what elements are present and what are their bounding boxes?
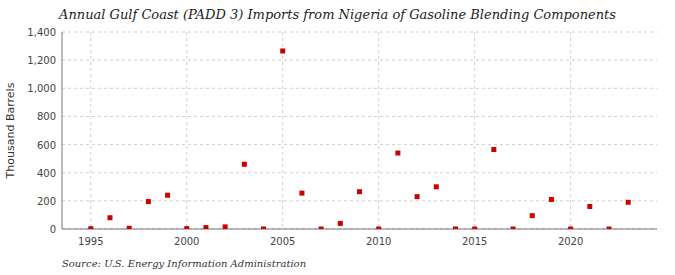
points: [88, 48, 630, 229]
y-tick-label: 1,400: [27, 27, 56, 38]
y-tick-label: 200: [37, 196, 56, 207]
point: [165, 193, 170, 198]
point: [549, 197, 554, 202]
point: [299, 191, 304, 196]
point: [434, 184, 439, 189]
point: [261, 227, 266, 230]
y-tick-label: 0: [50, 224, 56, 235]
point: [607, 227, 612, 230]
grid-line: [62, 200, 657, 201]
grid-line: [62, 32, 657, 33]
grid-line: [570, 32, 571, 229]
grid-line: [62, 144, 657, 145]
grid-line: [62, 116, 657, 117]
point: [223, 224, 228, 229]
point: [587, 204, 592, 209]
point: [319, 227, 324, 230]
point: [491, 147, 496, 152]
grid-line: [90, 32, 91, 229]
point: [280, 48, 285, 53]
point: [530, 213, 535, 218]
grid-line: [378, 32, 379, 229]
x-axis-line: [62, 229, 657, 230]
grid-line: [62, 88, 657, 89]
point: [626, 200, 631, 205]
x-tick-label: 2000: [174, 236, 199, 247]
x-tick-label: 1995: [78, 236, 103, 247]
title: Annual Gulf Coast (PADD 3) Imports from …: [58, 7, 616, 22]
grid-line: [282, 32, 283, 229]
point: [107, 215, 112, 220]
point: [395, 151, 400, 156]
point: [357, 189, 362, 194]
y-axis-line: [62, 32, 63, 229]
x-tick-label: 2015: [462, 236, 487, 247]
point: [453, 227, 458, 230]
point: [184, 226, 189, 229]
grid-line: [62, 229, 657, 230]
point: [376, 227, 381, 230]
point: [415, 194, 420, 199]
x-tick-label: 2020: [558, 236, 583, 247]
grid: [62, 32, 657, 229]
point: [338, 221, 343, 226]
grid-line: [62, 172, 657, 173]
y-tick-label: 1,000: [27, 83, 56, 94]
point: [127, 226, 132, 229]
chart: Annual Gulf Coast (PADD 3) Imports from …: [0, 0, 675, 275]
point: [242, 162, 247, 167]
point: [88, 226, 93, 229]
y-tick-label: 800: [37, 111, 56, 122]
point: [568, 227, 573, 230]
grid-line: [474, 32, 475, 229]
point: [203, 225, 208, 229]
point: [472, 227, 477, 230]
annotation: Source: U.S. Energy Information Administ…: [62, 258, 306, 269]
y-tick-label: 400: [37, 168, 56, 179]
grid-line: [186, 32, 187, 229]
grid-line: [62, 60, 657, 61]
y-tick-label: 600: [37, 140, 56, 151]
y-tick-label: 1,200: [27, 55, 56, 66]
point: [146, 199, 151, 204]
x-tick-label: 2005: [270, 236, 295, 247]
tick-labels: 0 200 400 600 800 1,000 1,200 1,400 1995 2000 2005…: [27, 27, 583, 247]
point: [511, 227, 516, 230]
x-tick-label: 2010: [366, 236, 391, 247]
y-axis-label: Thousand Barrels: [4, 82, 17, 179]
